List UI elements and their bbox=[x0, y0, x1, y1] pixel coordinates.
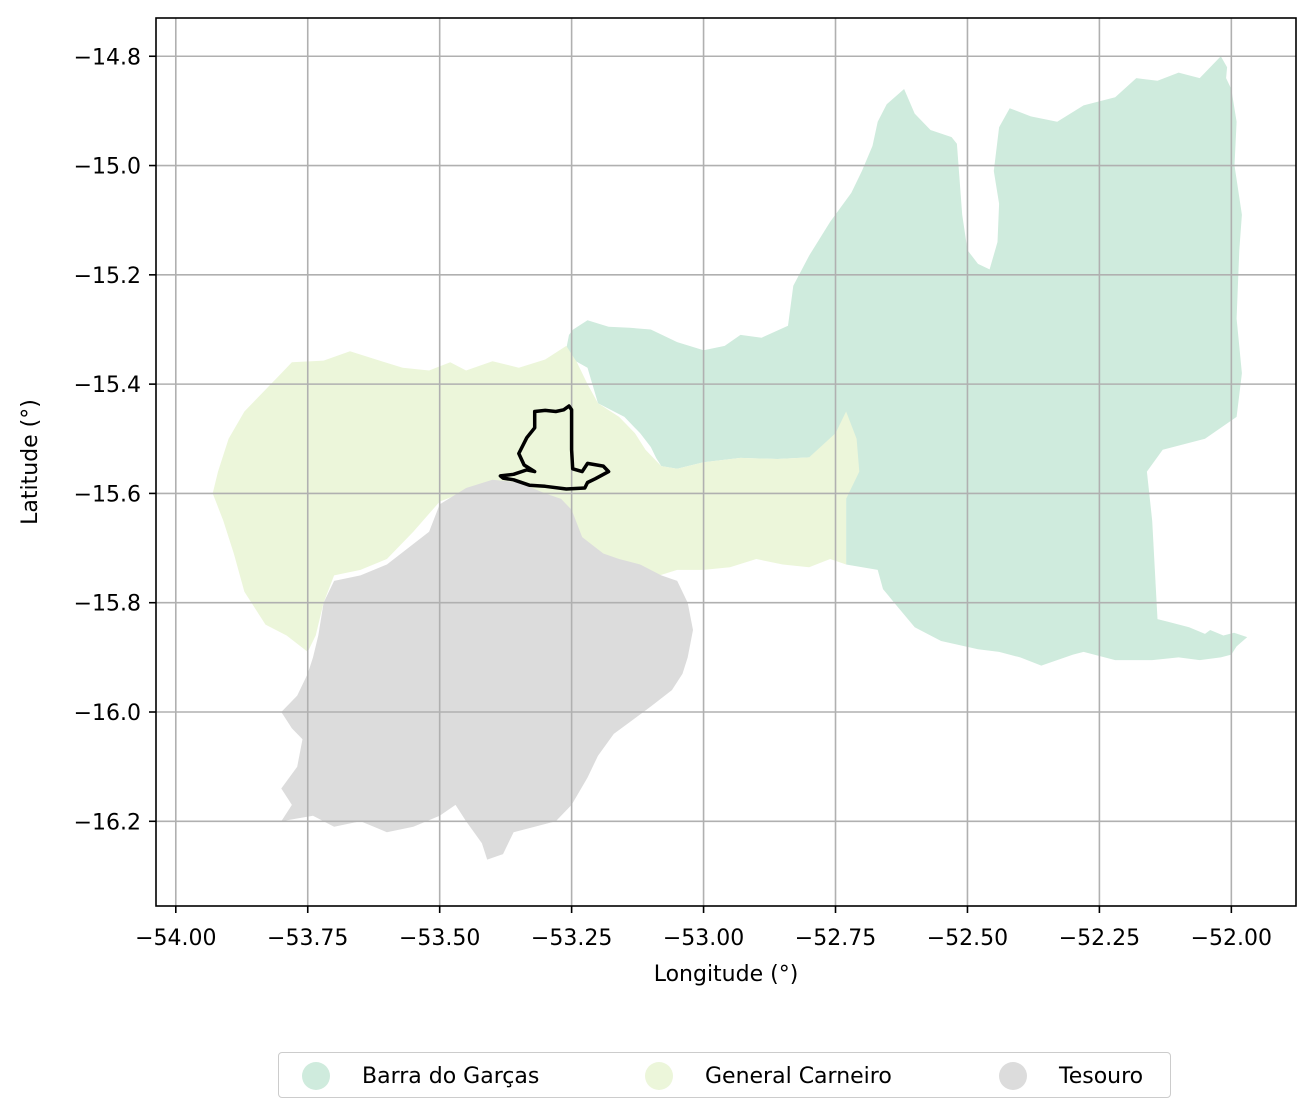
x-tick-label-2: −53.50 bbox=[399, 926, 480, 951]
region-barra-do-garcas bbox=[566, 56, 1248, 666]
legend-label-barra-do-garcas: Barra do Garças bbox=[362, 1063, 540, 1089]
x-tick-label-6: −52.50 bbox=[927, 926, 1008, 951]
y-tick-label-1: −15.0 bbox=[74, 155, 141, 180]
outline-layer bbox=[498, 404, 611, 491]
y-tick-label-4: −15.6 bbox=[74, 482, 141, 507]
legend-marker-barra-do-garcas bbox=[302, 1062, 330, 1090]
y-axis-title: Latitude (°) bbox=[18, 399, 43, 525]
y-tick-label-0: −14.8 bbox=[74, 45, 141, 70]
legend-item-barra-do-garcas: Barra do Garças bbox=[302, 1053, 539, 1099]
legend-marker-tesouro bbox=[999, 1062, 1027, 1090]
y-axis: −14.8 −15.0 −15.2 −15.4 −15.6 −15.8 −16.0 −16.2 bbox=[74, 45, 156, 835]
legend-marker-general-carneiro bbox=[645, 1062, 673, 1090]
gridlines bbox=[156, 18, 1296, 906]
area-outline bbox=[498, 404, 611, 491]
plot-frame bbox=[155, 17, 1297, 907]
y-tick-label-7: −16.2 bbox=[74, 810, 141, 835]
y-tick-label-3: −15.4 bbox=[74, 373, 141, 398]
region-general-carneiro bbox=[212, 345, 860, 652]
y-tick-label-6: −16.0 bbox=[74, 701, 141, 726]
legend: Barra do Garças General Carneiro Tesouro bbox=[278, 1052, 1171, 1098]
y-tick-label-5: −15.8 bbox=[74, 592, 141, 617]
x-tick-label-7: −52.25 bbox=[1059, 926, 1140, 951]
x-tick-label-1: −53.75 bbox=[267, 926, 348, 951]
x-tick-label-8: −52.00 bbox=[1191, 926, 1272, 951]
legend-label-general-carneiro: General Carneiro bbox=[705, 1063, 892, 1089]
x-axis-title: Longitude (°) bbox=[654, 962, 799, 987]
x-tick-label-4: −53.00 bbox=[663, 926, 744, 951]
region-tesouro bbox=[281, 479, 693, 860]
y-tick-label-2: −15.2 bbox=[74, 264, 141, 289]
x-axis: −54.00 −53.75 −53.50 −53.25 −53.00 −52.75 −52.… bbox=[135, 906, 1272, 951]
x-tick-label-0: −54.00 bbox=[135, 926, 216, 951]
legend-item-tesouro: Tesouro bbox=[999, 1053, 1143, 1099]
regions-layer bbox=[212, 56, 1248, 860]
x-tick-label-5: −52.75 bbox=[795, 926, 876, 951]
legend-item-general-carneiro: General Carneiro bbox=[645, 1053, 892, 1099]
legend-label-tesouro: Tesouro bbox=[1059, 1063, 1144, 1089]
x-tick-label-3: −53.25 bbox=[531, 926, 612, 951]
